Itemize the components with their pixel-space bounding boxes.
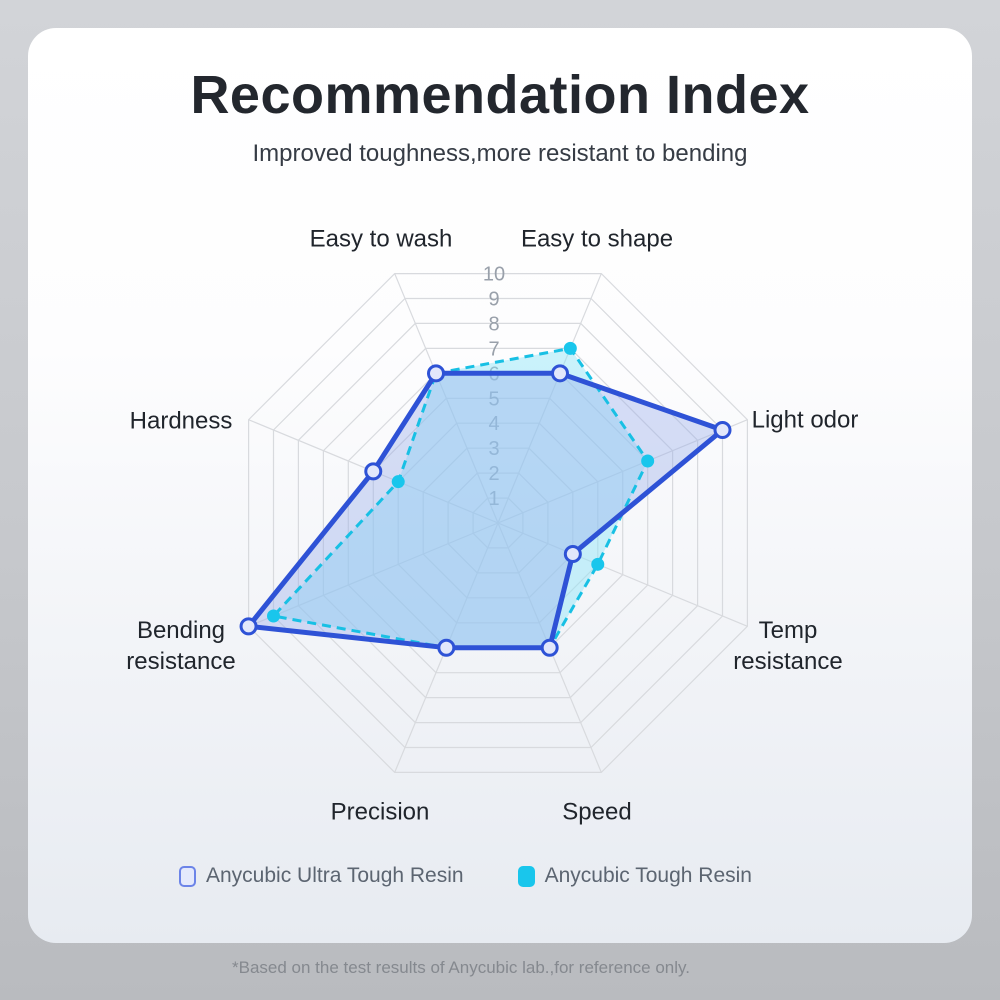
legend-item-ultra-tough: Anycubic Ultra Tough Resin: [179, 864, 464, 888]
content-card: [28, 28, 972, 943]
axis-label-hardness: Hardness: [129, 407, 233, 435]
tough-resin-point: [563, 341, 577, 355]
radar-series-fills: [248, 348, 723, 648]
page-title: Recommendation Index: [190, 65, 810, 125]
ultra-tough-resin-area: [248, 373, 723, 648]
ultra-tough-resin-point: [364, 462, 383, 481]
axis-label-easy-to-shape: Easy to shape: [520, 225, 674, 253]
axis-label-temp-resistance: Temp resistance: [733, 617, 843, 675]
tough-resin-point: [641, 454, 655, 468]
axis-label-precision: Precision: [330, 798, 430, 826]
svg-text:4: 4: [488, 413, 499, 435]
legend-label-ultra-tough: Anycubic Ultra Tough Resin: [206, 864, 464, 887]
ultra-tough-resin-point: [239, 617, 258, 636]
svg-text:5: 5: [488, 388, 499, 410]
tough-resin-area: [273, 348, 648, 648]
axis-label-bending-resistance: Bending resistance: [126, 617, 236, 675]
page-subtitle: Improved toughness,more resistant to ben…: [252, 140, 748, 167]
footer-note: *Based on the test results of Anycubic l…: [232, 958, 690, 977]
ultra-tough-resin-point: [437, 638, 456, 657]
tough-resin-point: [266, 609, 280, 623]
ultra-tough-resin-point: [540, 638, 559, 657]
legend: Anycubic Ultra Tough Resin Anycubic Toug…: [179, 864, 752, 888]
svg-text:1: 1: [488, 488, 499, 510]
axis-label-speed: Speed: [562, 798, 632, 826]
svg-text:10: 10: [483, 264, 505, 286]
ultra-tough-swatch-icon: [179, 865, 196, 887]
svg-text:8: 8: [488, 313, 499, 335]
svg-text:7: 7: [488, 338, 499, 360]
ultra-tough-resin-point: [563, 544, 582, 563]
ultra-tough-resin-series: [239, 364, 732, 657]
svg-text:2: 2: [488, 463, 499, 485]
ultra-tough-resin-point: [713, 421, 732, 440]
ultra-tough-resin-point: [550, 364, 569, 383]
tough-swatch-icon: [517, 865, 535, 887]
axis-label-easy-to-wash: Easy to wash: [309, 225, 453, 253]
axis-label-light-odor: Light odor: [751, 406, 859, 434]
legend-label-tough: Anycubic Tough Resin: [544, 864, 752, 887]
ultra-tough-resin-point: [427, 364, 446, 383]
legend-item-tough: Anycubic Tough Resin: [517, 864, 752, 888]
tough-resin-point: [391, 475, 405, 489]
svg-text:9: 9: [488, 288, 499, 310]
tough-resin-point: [591, 557, 605, 571]
svg-text:3: 3: [488, 438, 499, 460]
